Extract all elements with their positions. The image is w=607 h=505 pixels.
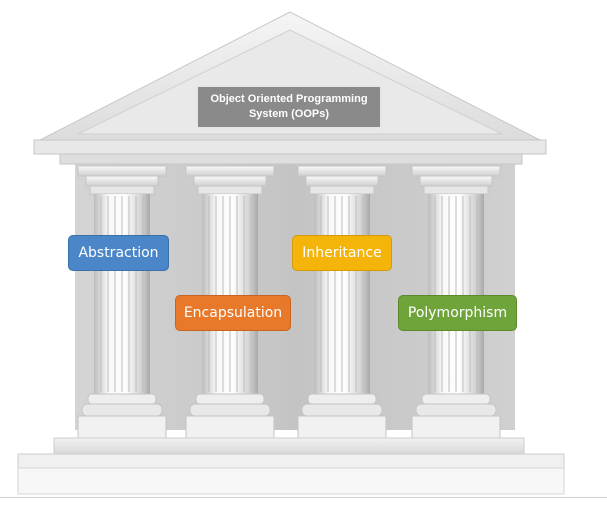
diagram-title: Object Oriented Programming System (OOPs…: [196, 85, 382, 129]
temple-entablature: [33, 139, 547, 155]
column-4: [411, 165, 501, 439]
pillar-label-encapsulation: Encapsulation: [175, 295, 291, 331]
pillar-label-polymorphism: Polymorphism: [398, 295, 517, 331]
temple-step-middle: [17, 453, 565, 469]
temple-architrave: [59, 153, 523, 165]
column-2: [185, 165, 275, 439]
temple-columns: [77, 165, 501, 439]
pillar-label-abstraction: Abstraction: [68, 235, 169, 271]
bottom-divider: [0, 497, 607, 498]
temple-pediment-inner: [77, 29, 503, 135]
column-1: [77, 165, 167, 439]
temple-step-top: [53, 437, 525, 455]
pillar-label-inheritance: Inheritance: [292, 235, 392, 271]
temple-step-bottom: [17, 467, 565, 495]
